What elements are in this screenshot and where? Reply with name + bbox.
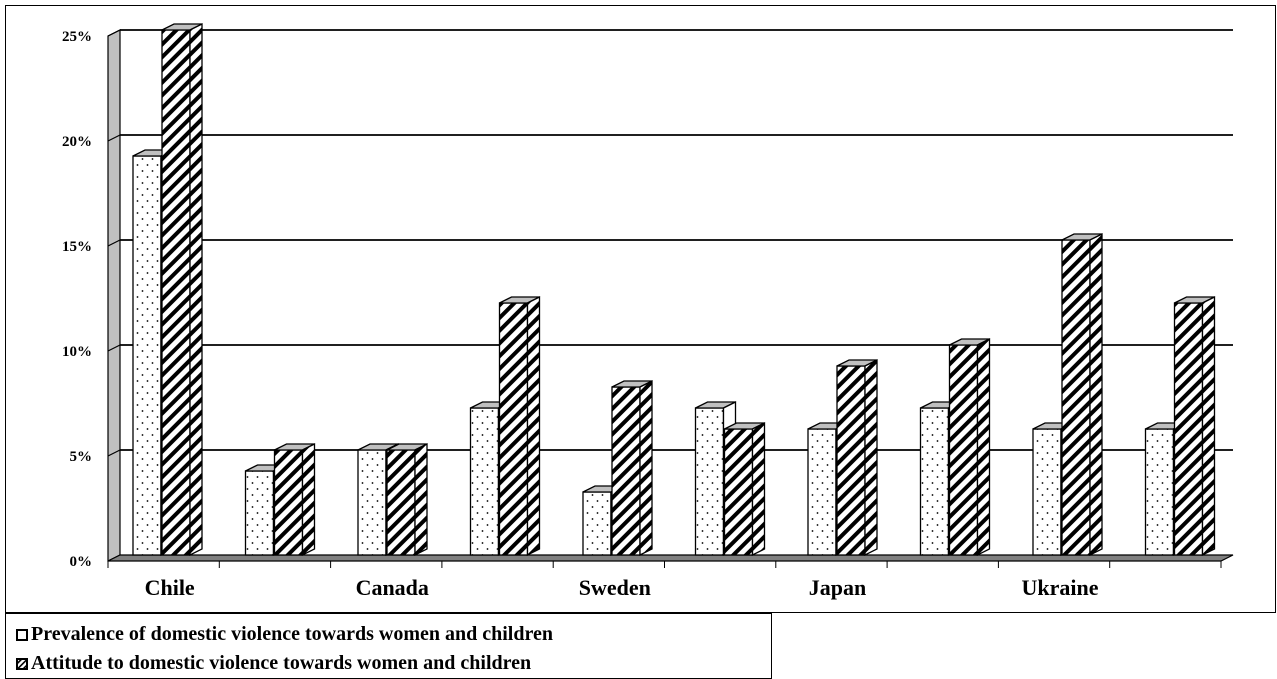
bar-side [526, 295, 541, 557]
gridline-wall [107, 29, 121, 37]
bar-front [1032, 428, 1062, 556]
y-tick-label: 5% [70, 449, 93, 465]
bar-attitude [948, 337, 991, 557]
chart-frame [5, 5, 1276, 613]
bar-front [386, 449, 416, 556]
bar-front [1061, 239, 1091, 556]
legend-item-attitude: Attitude to domestic violence towards wo… [16, 649, 771, 678]
gridline-wall [107, 344, 121, 352]
chart-plot: 0% 5% 10% 15% 20% 25% Chile Canada Sweden Japan U… [62, 22, 1234, 600]
bar-front [132, 155, 162, 556]
bar-attitude [723, 421, 766, 557]
legend-swatch-prevalence [16, 628, 28, 641]
bar-side [976, 337, 991, 557]
legend-swatch-attitude [16, 657, 28, 670]
bar-side [751, 421, 766, 557]
bar-attitude [611, 379, 653, 557]
bar-attitude [1061, 232, 1103, 557]
bar-side [1089, 232, 1103, 557]
gridline-wall [107, 239, 121, 247]
gridline-wall [107, 449, 121, 457]
gridline-wall [107, 134, 121, 142]
bar-side [414, 442, 428, 557]
x-tick-label: Canada [356, 575, 429, 600]
bar-front [1144, 428, 1175, 556]
bar-front [807, 428, 837, 556]
bar-front [723, 428, 754, 556]
bar-front [919, 407, 950, 556]
bar-side [301, 442, 316, 557]
bar-front [611, 386, 641, 556]
y-tick-label: 25% [62, 29, 92, 45]
bar-front [161, 29, 191, 556]
bar-side [864, 358, 878, 557]
bar-front [498, 302, 529, 556]
y-tick-label: 10% [62, 344, 92, 360]
bar-front [836, 365, 866, 556]
floor [107, 554, 1234, 562]
bar-side [639, 379, 653, 557]
bar-side [1201, 295, 1216, 557]
bar-front [357, 449, 387, 556]
bar-front [273, 449, 304, 556]
legend-label-attitude: Attitude to domestic violence towards wo… [31, 652, 532, 674]
bar-attitude [1173, 295, 1216, 557]
x-tick-label: Chile [145, 575, 195, 600]
side-wall [107, 29, 121, 562]
bar-side [189, 22, 203, 557]
x-tick-label: Ukraine [1022, 575, 1099, 600]
bar-front [469, 407, 500, 556]
bar-front [948, 344, 979, 556]
chart-legend: Prevalence of domestic violence towards … [5, 613, 772, 679]
bar-front [244, 470, 275, 556]
bar-front [694, 407, 725, 556]
y-tick-label: 20% [62, 134, 92, 150]
x-tick-label: Sweden [579, 575, 651, 600]
y-tick-label: 15% [62, 239, 92, 255]
y-tick-label: 0% [70, 554, 93, 570]
bar-attitude [273, 442, 316, 557]
bar-front [582, 491, 612, 556]
bar-front [1173, 302, 1204, 556]
x-tick-label: Japan [809, 575, 866, 600]
legend-item-prevalence: Prevalence of domestic violence towards … [16, 620, 771, 649]
bar-attitude [161, 22, 203, 557]
bar-attitude [836, 358, 878, 557]
bar-attitude [498, 295, 541, 557]
legend-label-prevalence: Prevalence of domestic violence towards … [31, 623, 553, 645]
bar-attitude [386, 442, 428, 557]
